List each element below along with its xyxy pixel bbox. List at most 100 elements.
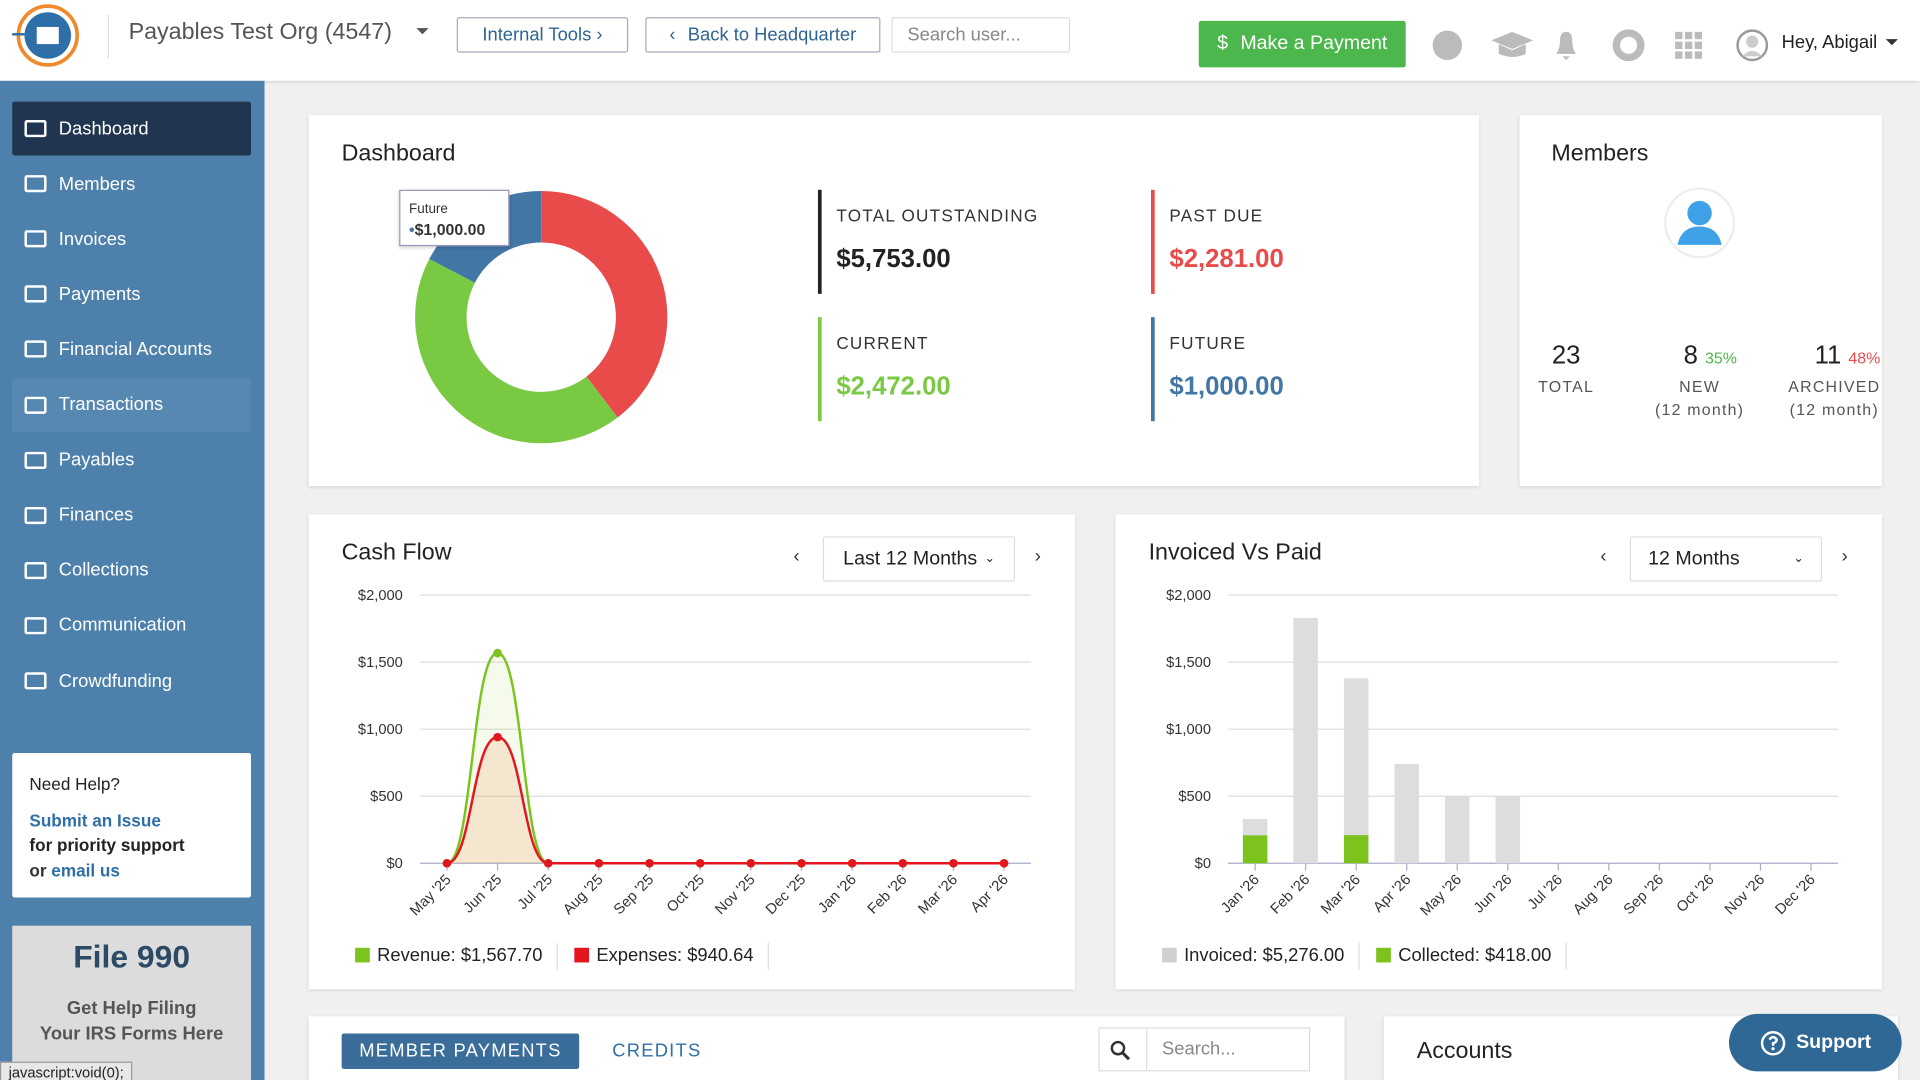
submit-issue-link[interactable]: Submit an Issue: [29, 810, 161, 831]
support-text: Support: [1796, 1031, 1872, 1053]
sidebar-item[interactable]: Collections: [12, 543, 251, 597]
new-count: 8: [1683, 341, 1698, 370]
point: [898, 858, 908, 868]
back-button[interactable]: ‹ Back to Headquarter: [645, 17, 881, 53]
next-arrow[interactable]: ›: [1034, 546, 1041, 567]
org-name[interactable]: Payables Test Org (4547): [128, 19, 392, 46]
x-tick-label: Nov '25: [712, 872, 758, 918]
make-payment-button[interactable]: $ Make a Payment: [1198, 20, 1406, 68]
x-tick-label: Sep '25: [611, 872, 657, 918]
point: [746, 858, 756, 868]
range-select[interactable]: 12 Months ⌄: [1629, 536, 1823, 582]
card-title: Cash Flow: [341, 540, 452, 566]
divider: [107, 14, 109, 59]
sidebar-item[interactable]: Payments: [12, 267, 251, 321]
sidebar-icon: [24, 396, 47, 414]
sidebar-item[interactable]: Members: [12, 157, 251, 211]
make-payment-text: Make a Payment: [1240, 33, 1388, 54]
logo[interactable]: [10, 2, 86, 71]
sidebar-item[interactable]: Transactions: [12, 377, 252, 432]
legend-label: Collected: $418.00: [1398, 944, 1551, 965]
sidebar-icon: [24, 175, 47, 193]
sidebar-icon: [24, 285, 47, 303]
sidebar-item[interactable]: Dashboard: [12, 101, 252, 156]
members-period: (12 month): [1654, 400, 1745, 419]
sidebar-item[interactable]: Financial Accounts: [12, 323, 251, 377]
bar: [1394, 764, 1419, 864]
range-caret: ⌄: [984, 552, 995, 566]
sidebar-icon: [24, 120, 47, 138]
y-tick-label: $0: [387, 856, 403, 872]
settings-icon[interactable]: [1612, 29, 1645, 62]
email-link[interactable]: email us: [51, 860, 120, 881]
credits-tab[interactable]: CREDITS: [612, 1040, 702, 1062]
promo-box[interactable]: File 990 Get Help Filing Your IRS Forms …: [12, 925, 252, 1080]
members-archived: 11 48%: [1815, 342, 1881, 371]
bell-icon[interactable]: [1556, 31, 1576, 61]
bar: [1445, 796, 1470, 864]
card-title: Accounts: [1416, 1038, 1513, 1065]
header-icons: [1432, 29, 1703, 62]
promo-title: File 990: [73, 937, 191, 975]
sidebar-label: Crowdfunding: [58, 670, 173, 692]
sidebar-item[interactable]: Payables: [12, 433, 251, 487]
support-button[interactable]: Support: [1728, 1013, 1902, 1072]
legend-label: Expenses: $940.64: [596, 944, 753, 965]
help-priority: for priority support: [29, 835, 185, 855]
sidebar-item[interactable]: Finances: [12, 488, 251, 542]
bar: [1293, 617, 1318, 864]
sidebar-item[interactable]: Crowdfunding: [12, 654, 251, 708]
help-or: or: [29, 860, 47, 881]
y-tick-label: $1,500: [1166, 655, 1211, 671]
prev-arrow[interactable]: ‹: [1600, 546, 1607, 567]
stat-value: $2,281.00: [1169, 244, 1284, 274]
x-tick-label: Sep '26: [1621, 872, 1667, 918]
search-user[interactable]: Search user...: [891, 17, 1071, 53]
payments-search[interactable]: Search...: [1098, 1027, 1311, 1072]
tooltip-dot: •: [408, 220, 415, 239]
sidebar-label: Payables: [58, 449, 135, 471]
internal-tools-button[interactable]: Internal Tools ›: [456, 17, 629, 53]
status-bar: javascript:void(0);: [0, 1061, 133, 1080]
x-tick-label: Aug '25: [560, 872, 606, 918]
help-icon[interactable]: [1432, 30, 1463, 61]
members-card: Members 23 TOTAL 8 35% NEW (12 month) 11…: [1519, 115, 1883, 487]
user-caret[interactable]: [1885, 38, 1898, 48]
sidebar-icon: [24, 451, 47, 469]
member-payments-tab[interactable]: MEMBER PAYMENTS: [341, 1033, 580, 1069]
greeting[interactable]: Hey, Abigail: [1781, 31, 1878, 53]
stat-bar: [817, 317, 822, 422]
sidebar-label: Communication: [58, 615, 187, 636]
sidebar-item[interactable]: Communication: [12, 599, 251, 653]
members-total: 23: [1551, 341, 1581, 370]
support-icon: [1760, 1030, 1786, 1055]
training-icon[interactable]: [1491, 31, 1534, 57]
range-select[interactable]: Last 12 Months ⌄: [822, 536, 1016, 582]
stat-label: FUTURE: [1169, 333, 1247, 353]
user-avatar[interactable]: [1735, 28, 1769, 62]
sidebar-item[interactable]: Invoices: [12, 212, 251, 266]
x-tick-label: Feb '26: [865, 872, 911, 918]
tooltip-value: •$1,000.00: [409, 220, 485, 238]
sidebar-label: Collections: [58, 559, 149, 581]
prev-arrow[interactable]: ‹: [793, 546, 800, 567]
help-box: Need Help? Submit an Issue for priority …: [12, 753, 252, 898]
sidebar-label: Transactions: [58, 394, 164, 416]
point: [442, 858, 452, 868]
org-caret[interactable]: [416, 27, 429, 37]
archived-count: 11: [1814, 341, 1842, 370]
promo-line: Get Help Filing: [66, 997, 197, 1019]
x-tick-label: Jun '26: [1471, 872, 1515, 916]
x-tick-label: Feb '26: [1268, 872, 1314, 918]
back-chevron: ‹: [669, 24, 676, 46]
member-avatar: [1664, 187, 1736, 259]
promo-line: Your IRS Forms Here: [39, 1023, 224, 1045]
apps-icon[interactable]: [1675, 31, 1703, 59]
x-tick-label: Mar '26: [916, 872, 962, 918]
legend-swatch: [355, 947, 370, 963]
x-tick-label: Aug '26: [1570, 872, 1616, 918]
header: [0, 0, 1920, 81]
next-arrow[interactable]: ›: [1841, 546, 1848, 567]
